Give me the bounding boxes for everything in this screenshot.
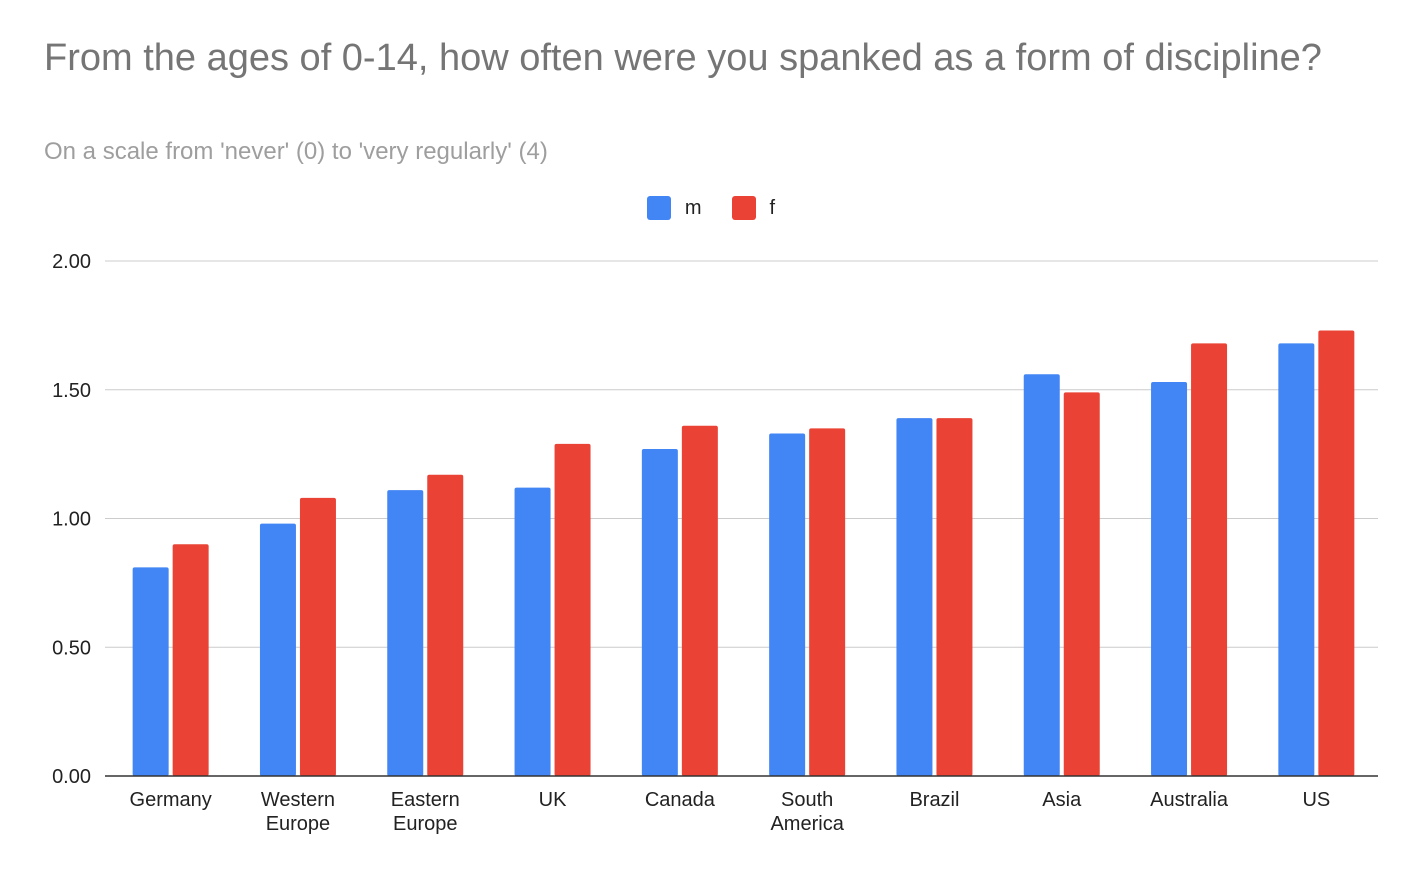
- legend-label-m: m: [684, 196, 702, 219]
- x-tick-label: Europe: [393, 813, 458, 835]
- x-tick-label: South: [781, 789, 833, 811]
- x-tick-label: Canada: [645, 789, 716, 811]
- y-tick-label: 1.00: [52, 509, 91, 531]
- legend-item-m[interactable]: m: [646, 196, 702, 220]
- bar-f: [1318, 330, 1355, 776]
- y-tick-label: 0.00: [52, 766, 91, 788]
- x-tick-label: UK: [539, 789, 567, 811]
- x-tick-label: America: [770, 813, 844, 835]
- bar-f: [299, 497, 336, 776]
- bar-m: [132, 567, 169, 776]
- x-tick-label: Asia: [1042, 789, 1082, 811]
- bar-f: [809, 428, 846, 776]
- chart-legend: m f: [0, 196, 1422, 220]
- bar-m: [1023, 374, 1060, 776]
- x-tick-label: US: [1302, 789, 1330, 811]
- x-tick-label: Brazil: [909, 789, 959, 811]
- y-tick-label: 1.50: [52, 380, 91, 402]
- bar-m: [896, 418, 933, 776]
- chart-title: From the ages of 0-14, how often were yo…: [44, 37, 1322, 79]
- bar-f: [1063, 392, 1100, 776]
- y-tick-label: 0.50: [52, 637, 91, 659]
- chart-subtitle: On a scale from 'never' (0) to 'very reg…: [44, 138, 548, 165]
- legend-swatch-f: [731, 196, 756, 220]
- bar-f: [936, 418, 973, 776]
- bar-f: [1191, 343, 1228, 776]
- bar-m: [259, 523, 296, 776]
- legend-item-f[interactable]: f: [731, 196, 776, 220]
- y-tick-label: 2.00: [52, 251, 91, 273]
- x-tick-label: Western: [261, 789, 335, 811]
- x-tick-label: Europe: [266, 813, 331, 835]
- x-tick-label: Eastern: [391, 789, 460, 811]
- bar-m: [1278, 343, 1315, 776]
- bar-m: [387, 490, 424, 776]
- legend-swatch-m: [646, 196, 671, 220]
- bar-m: [514, 487, 551, 776]
- bar-m: [769, 433, 806, 776]
- bar-f: [554, 443, 591, 776]
- bar-m: [1151, 382, 1188, 776]
- bar-f: [172, 544, 209, 776]
- bar-m: [641, 448, 678, 776]
- x-tick-label: Australia: [1150, 789, 1229, 811]
- legend-label-f: f: [769, 196, 776, 219]
- bar-f: [427, 474, 464, 776]
- bar-f: [681, 425, 718, 776]
- x-tick-label: Germany: [130, 789, 212, 811]
